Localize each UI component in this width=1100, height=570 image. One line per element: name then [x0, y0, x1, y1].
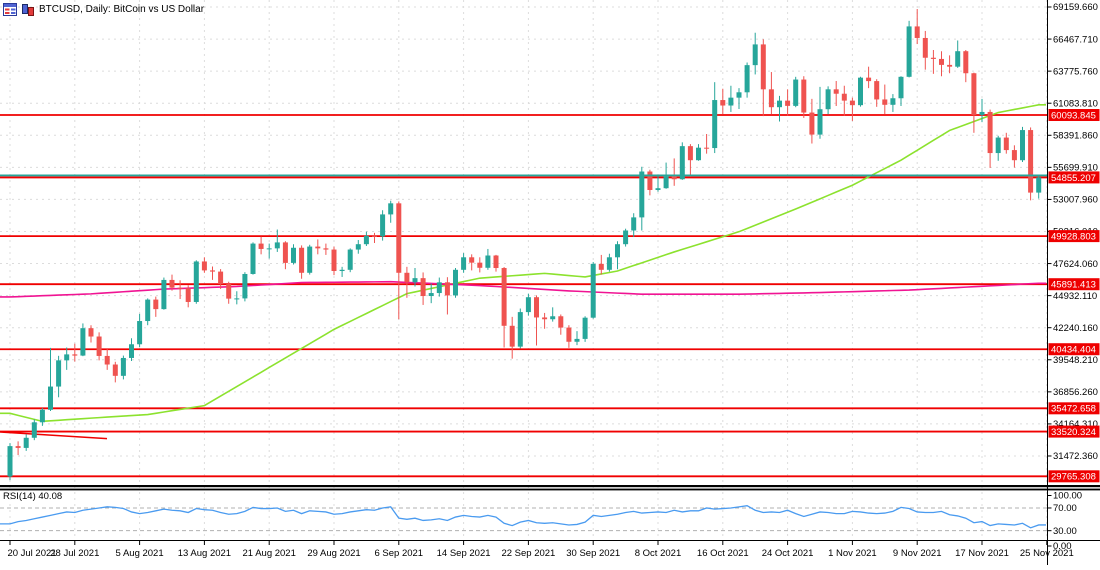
- svg-text:20 Jul 2021: 20 Jul 2021: [7, 548, 56, 559]
- svg-text:66467.710: 66467.710: [1053, 34, 1098, 45]
- svg-text:29765.308: 29765.308: [1051, 472, 1096, 483]
- svg-text:49928.803: 49928.803: [1051, 232, 1096, 243]
- svg-text:33520.324: 33520.324: [1051, 427, 1096, 438]
- svg-text:34164.310: 34164.310: [1053, 419, 1098, 430]
- svg-text:60093.845: 60093.845: [1051, 110, 1096, 121]
- svg-text:5 Aug 2021: 5 Aug 2021: [116, 548, 164, 559]
- svg-text:9 Nov 2021: 9 Nov 2021: [893, 548, 942, 559]
- svg-text:14 Sep 2021: 14 Sep 2021: [437, 548, 491, 559]
- support-resistance-lines[interactable]: [0, 114, 1048, 478]
- svg-text:47624.060: 47624.060: [1053, 259, 1098, 270]
- ma-magenta: [0, 280, 1046, 298]
- svg-text:53007.960: 53007.960: [1053, 195, 1098, 206]
- svg-text:28 Jul 2021: 28 Jul 2021: [50, 548, 99, 559]
- svg-text:35472.658: 35472.658: [1051, 404, 1096, 415]
- svg-text:1 Nov 2021: 1 Nov 2021: [828, 548, 877, 559]
- svg-text:58391.860: 58391.860: [1053, 130, 1098, 141]
- svg-text:16 Oct 2021: 16 Oct 2021: [697, 548, 749, 559]
- svg-text:30 Sep 2021: 30 Sep 2021: [566, 548, 620, 559]
- svg-text:13 Aug 2021: 13 Aug 2021: [178, 548, 231, 559]
- svg-text:29 Aug 2021: 29 Aug 2021: [307, 548, 360, 559]
- svg-text:21 Aug 2021: 21 Aug 2021: [243, 548, 296, 559]
- svg-text:70.00: 70.00: [1053, 503, 1077, 514]
- chart-title-bar: BTCUSD, Daily: BitCoin vs US Dollar: [3, 3, 204, 16]
- price-level-badges: 60093.845 54855.207 49928.803 45891.413 4043…: [1048, 109, 1100, 483]
- bar-chart-icon: [22, 4, 34, 16]
- svg-text:30.00: 30.00: [1053, 526, 1077, 537]
- svg-text:31472.360: 31472.360: [1053, 451, 1098, 462]
- svg-text:36856.260: 36856.260: [1053, 387, 1098, 398]
- svg-text:54855.207: 54855.207: [1051, 173, 1096, 184]
- svg-text:25 Nov 2021: 25 Nov 2021: [1020, 548, 1074, 559]
- pane-divider[interactable]: [0, 485, 1100, 488]
- trendline[interactable]: [0, 431, 108, 440]
- svg-text:42240.160: 42240.160: [1053, 323, 1098, 334]
- svg-text:22 Sep 2021: 22 Sep 2021: [501, 548, 555, 559]
- svg-text:40434.404: 40434.404: [1051, 345, 1096, 356]
- rsi-indicator-label: RSI(14) 40.08: [3, 491, 63, 502]
- candles: [7, 9, 1042, 481]
- svg-text:24 Oct 2021: 24 Oct 2021: [762, 548, 814, 559]
- svg-text:55699.910: 55699.910: [1053, 163, 1098, 174]
- svg-text:8 Oct 2021: 8 Oct 2021: [635, 548, 681, 559]
- quote-table-icon: [3, 3, 17, 16]
- svg-text:69159.660: 69159.660: [1053, 2, 1098, 13]
- svg-text:0.00: 0.00: [1053, 541, 1072, 552]
- svg-text:6 Sep 2021: 6 Sep 2021: [374, 548, 423, 559]
- svg-text:39548.210: 39548.210: [1053, 355, 1098, 366]
- svg-text:63775.760: 63775.760: [1053, 66, 1098, 77]
- chart-symbol-title: BTCUSD, Daily: BitCoin vs US Dollar: [39, 4, 205, 15]
- svg-text:44932.110: 44932.110: [1053, 291, 1097, 302]
- rsi-line: [0, 505, 1046, 529]
- svg-text:100.00: 100.00: [1053, 491, 1082, 502]
- svg-text:45891.413: 45891.413: [1051, 280, 1096, 291]
- svg-text:61083.810: 61083.810: [1053, 98, 1098, 109]
- svg-text:17 Nov 2021: 17 Nov 2021: [955, 548, 1009, 559]
